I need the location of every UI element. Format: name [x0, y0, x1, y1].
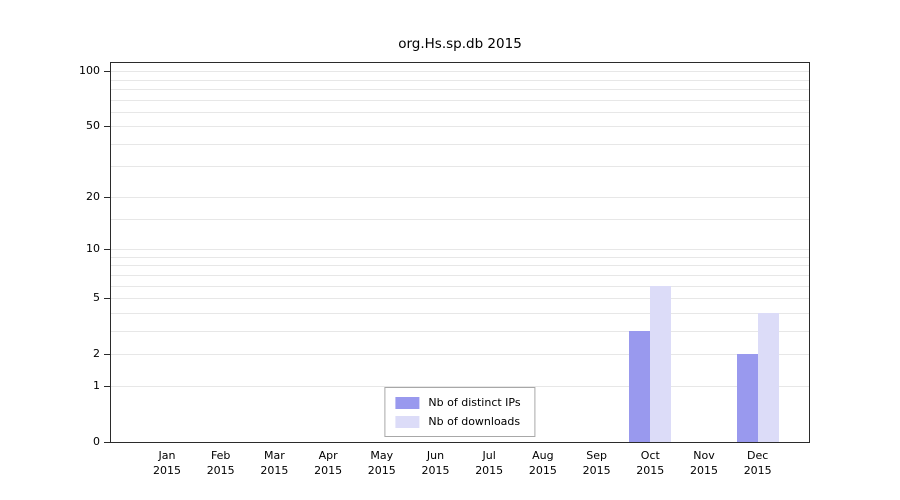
x-tick-month: May: [370, 449, 394, 462]
x-tick-year: 2015: [582, 463, 611, 477]
gridline-50: [111, 126, 809, 128]
y-tick-mark-20: [104, 197, 110, 199]
x-tick-month: Feb: [210, 449, 231, 462]
gridline-40: [111, 143, 809, 145]
x-tick-month: Nov: [693, 449, 715, 462]
y-tick-mark-0: [104, 442, 110, 443]
gridline-80: [111, 88, 809, 90]
x-tick-label-nov: Nov 2015: [672, 449, 736, 478]
bar-nb-of-downloads-oct: [650, 285, 672, 442]
legend-swatch-0: [395, 396, 420, 409]
x-tick-month: Jan: [158, 449, 176, 462]
gridline-70: [111, 99, 809, 101]
bar-nb-of-distinct-ips-oct: [629, 330, 651, 442]
y-tick-label-20: 20: [86, 190, 100, 204]
x-tick-year: 2015: [206, 463, 235, 477]
gridline-100: [111, 71, 809, 73]
x-tick-month: Aug: [532, 449, 554, 462]
gridline-8: [111, 265, 809, 267]
legend-row-0: Nb of distinct IPs: [395, 396, 521, 409]
y-tick-label-50: 50: [86, 119, 100, 133]
legend-swatch-1: [395, 415, 420, 428]
x-tick-label-jul: Jul 2015: [457, 449, 521, 478]
x-tick-label-jan: Jan 2015: [135, 449, 199, 478]
gridline-90: [111, 79, 809, 81]
gridline-60: [111, 111, 809, 113]
x-tick-month: Jul: [482, 449, 496, 462]
x-tick-year: 2015: [153, 463, 181, 477]
y-tick-mark-1: [104, 386, 110, 388]
x-tick-year: 2015: [367, 463, 396, 477]
x-tick-year: 2015: [314, 463, 343, 477]
x-tick-month: Apr: [318, 449, 338, 462]
x-tick-month: Oct: [640, 449, 660, 462]
x-tick-label-aug: Aug 2015: [511, 449, 575, 478]
x-tick-year: 2015: [421, 463, 450, 477]
x-tick-label-dec: Dec 2015: [726, 449, 790, 478]
x-tick-year: 2015: [260, 463, 289, 477]
bar-nb-of-distinct-ips-dec: [736, 353, 758, 442]
y-tick-mark-100: [104, 71, 110, 73]
x-tick-year: 2015: [743, 463, 772, 477]
chart-title: org.Hs.sp.db 2015: [398, 36, 522, 52]
x-tick-label-mar: Mar 2015: [242, 449, 306, 478]
y-tick-label-0: 0: [93, 435, 100, 448]
plot-area: Nb of distinct IPs Nb of downloads: [110, 62, 810, 443]
x-tick-month: Jun: [426, 449, 445, 462]
gridline-15: [111, 219, 809, 221]
gridline-1: [111, 386, 809, 388]
x-tick-label-may: May 2015: [350, 449, 414, 478]
gridline-6: [111, 285, 809, 287]
y-tick-label-10: 10: [86, 242, 100, 256]
legend-row-1: Nb of downloads: [395, 415, 520, 428]
y-tick-label-2: 2: [93, 346, 100, 360]
x-tick-label-apr: Apr 2015: [296, 449, 360, 478]
y-tick-mark-50: [104, 126, 110, 128]
gridline-5: [111, 298, 809, 300]
legend: Nb of distinct IPs Nb of downloads: [384, 387, 536, 437]
x-tick-label-jun: Jun 2015: [404, 449, 468, 478]
gridline-20: [111, 197, 809, 199]
legend-label-1: Nb of downloads: [428, 415, 521, 428]
gridline-3: [111, 330, 809, 332]
x-tick-label-sep: Sep 2015: [565, 449, 629, 478]
gridline-30: [111, 166, 809, 168]
x-tick-year: 2015: [528, 463, 557, 477]
gridline-4: [111, 312, 809, 314]
gridline-10: [111, 249, 809, 251]
legend-label-0: Nb of distinct IPs: [428, 396, 521, 409]
x-tick-month: Sep: [586, 449, 607, 462]
x-tick-year: 2015: [636, 463, 665, 477]
gridline-2: [111, 353, 809, 355]
y-tick-label-5: 5: [93, 291, 100, 305]
x-tick-label-oct: Oct 2015: [618, 449, 682, 478]
x-tick-month: Dec: [747, 449, 769, 462]
y-tick-mark-10: [104, 249, 110, 251]
gridline-9: [111, 257, 809, 258]
y-tick-mark-2: [104, 353, 110, 355]
y-tick-label-100: 100: [79, 64, 100, 78]
x-tick-year: 2015: [690, 463, 718, 477]
gridline-7: [111, 274, 809, 276]
x-tick-year: 2015: [475, 463, 504, 477]
y-tick-label-1: 1: [93, 379, 100, 393]
x-tick-label-feb: Feb 2015: [189, 449, 253, 478]
x-tick-month: Mar: [264, 449, 285, 462]
y-tick-mark-5: [104, 298, 110, 300]
bar-nb-of-downloads-dec: [757, 312, 779, 442]
